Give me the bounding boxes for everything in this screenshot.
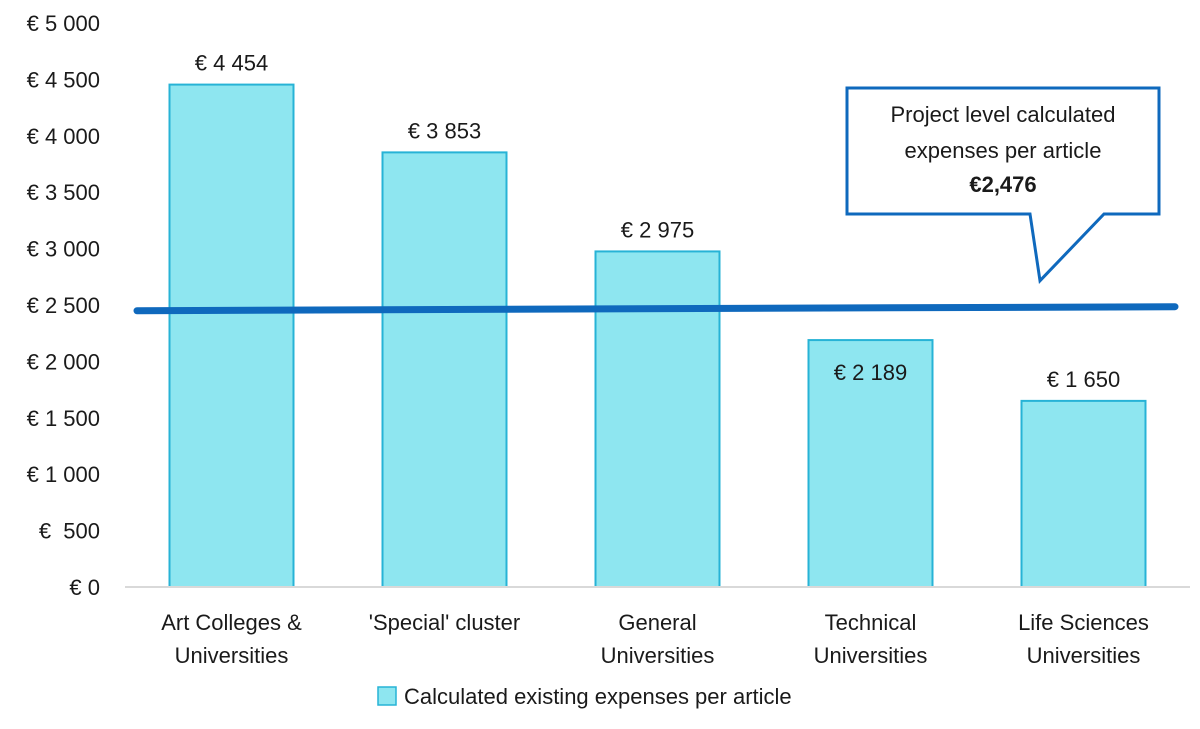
category-labels: Art Colleges & Universities 'Special' clus… [161, 610, 1149, 668]
bar [594, 250, 721, 588]
bar [807, 339, 934, 589]
category-label: Universities [601, 643, 715, 668]
bar [168, 83, 295, 588]
y-tick-label: € 3 000 [27, 237, 100, 262]
y-tick-label: € 2 000 [27, 349, 100, 374]
callout-line-2: expenses per article [905, 138, 1102, 163]
data-labels: € 4 454 € 3 853 € 2 975 € 2 189 € 1 650 [195, 51, 1120, 392]
legend-swatch [377, 686, 397, 706]
category-label: 'Special' cluster [369, 610, 520, 635]
data-label: € 2 189 [834, 360, 907, 385]
category-label: Universities [1027, 643, 1141, 668]
y-tick-label: € 1 000 [27, 462, 100, 487]
data-label: € 2 975 [621, 217, 694, 242]
y-tick-label: € 1 500 [27, 406, 100, 431]
y-tick-label: € 3 500 [27, 180, 100, 205]
callout: Project level calculated expenses per ar… [845, 86, 1161, 284]
y-tick-label: € 4 000 [27, 124, 100, 149]
reference-line [133, 303, 1179, 315]
y-tick-label: € 0 [69, 575, 100, 600]
y-tick-label: € 5 000 [27, 11, 100, 36]
y-axis-ticks: € 0 € 500 € 1 000 € 1 500 € 2 000 € 2 500 € 3 … [27, 11, 100, 600]
bar [1020, 399, 1147, 588]
category-label: General [618, 610, 696, 635]
bar [381, 151, 508, 589]
category-label: Life Sciences [1018, 610, 1149, 635]
data-label: € 3 853 [408, 118, 481, 143]
callout-box [845, 86, 1161, 284]
y-tick-label: € 2 500 [27, 293, 100, 318]
callout-line-1: Project level calculated [890, 102, 1115, 127]
y-tick-label: € 4 500 [27, 67, 100, 92]
legend-label: Calculated existing expenses per article [404, 684, 792, 709]
data-label: € 4 454 [195, 51, 268, 76]
category-label: Art Colleges & [161, 610, 302, 635]
category-label: Universities [175, 643, 289, 668]
callout-value: €2,476 [969, 172, 1036, 197]
bars [168, 83, 1147, 589]
legend: Calculated existing expenses per article [377, 684, 792, 709]
data-label: € 1 650 [1047, 367, 1120, 392]
category-label: Universities [814, 643, 928, 668]
category-label: Technical [825, 610, 917, 635]
y-tick-label: € 500 [39, 519, 100, 544]
